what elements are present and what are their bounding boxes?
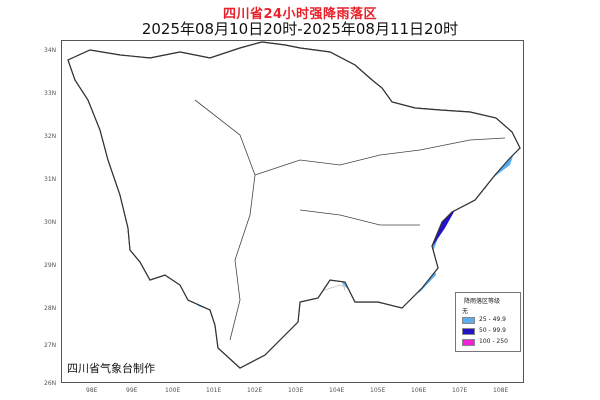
legend-swatch (462, 328, 475, 335)
legend-swatch (462, 339, 475, 346)
legend-box: 降雨落区等级 无 25 - 49.9 50 - 99.9 100 - 250 (455, 292, 521, 352)
lon-label-107: 107E (452, 387, 468, 394)
map-title: 四川省24小时强降雨落区 (222, 7, 378, 22)
legend-label: 无 (462, 308, 469, 315)
lon-label-101: 101E (206, 387, 222, 394)
legend-label: 50 - 99.9 (479, 327, 506, 334)
lat-label-30: 30N (44, 219, 57, 226)
lat-label-33: 33N (44, 90, 57, 97)
legend-swatch (462, 317, 475, 324)
lat-label-32: 32N (44, 133, 57, 140)
lon-label-100: 100E (165, 387, 181, 394)
lon-label-104: 104E (329, 387, 345, 394)
lon-label-102: 102E (247, 387, 263, 394)
lat-label-28: 28N (44, 305, 57, 312)
legend-title: 降雨落区等级 (464, 298, 501, 305)
lon-label-106: 106E (411, 387, 427, 394)
lat-label-26: 26N (44, 380, 57, 387)
region-borders (194, 99, 506, 341)
legend-label: 25 - 49.9 (479, 316, 506, 323)
lon-label-103: 103E (288, 387, 304, 394)
lon-label-98: 98E (86, 387, 98, 394)
lat-label-34: 34N (44, 47, 57, 54)
producer-credit: 四川省气象台制作 (67, 362, 155, 375)
lon-label-99: 99E (126, 387, 138, 394)
lat-label-27: 27N (44, 342, 57, 349)
legend-label: 100 - 250 (479, 338, 508, 345)
lat-label-31: 31N (44, 176, 57, 183)
lon-label-105: 105E (370, 387, 386, 394)
lon-label-108: 108E (493, 387, 509, 394)
map-subtitle: 2025年08月10日20时-2025年08月11日20时 (141, 20, 459, 38)
lat-label-29: 29N (44, 262, 57, 269)
